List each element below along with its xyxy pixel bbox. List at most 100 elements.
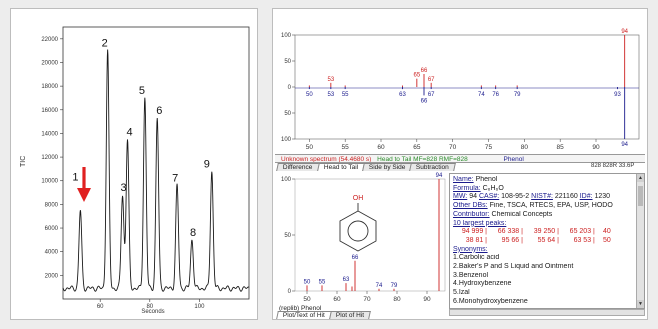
info-horizontal-scrollbar[interactable]	[449, 309, 645, 316]
bar-value-label: 76	[492, 92, 499, 98]
x-tick-label: 90	[423, 296, 431, 303]
x-tick-label: 80	[521, 144, 529, 151]
nist-label: NIST#:	[531, 193, 553, 201]
status-library-name[interactable]: Phenol	[503, 156, 524, 163]
x-tick-label: 100	[194, 304, 205, 310]
bar-value-label: 94	[621, 142, 628, 148]
x-tick-label: 65	[413, 144, 421, 151]
x-tick-label: 50	[303, 296, 311, 303]
compound-name: Phenol	[475, 176, 498, 183]
synonym-item: 6.Monohydroxybenzene	[453, 297, 528, 305]
bar-value-label: 66	[352, 255, 359, 261]
peak-label: 9	[204, 158, 210, 170]
library-hit-title: (replib) Phenol	[279, 305, 322, 312]
y-axis-label: TIC	[20, 156, 27, 167]
peak-entry: 94 999 |	[461, 228, 487, 236]
scroll-up-icon[interactable]: ▲	[637, 174, 644, 182]
info-vertical-scrollbar[interactable]: ▲ ▼	[636, 174, 644, 308]
peak-label: 1	[72, 171, 78, 183]
bar-value-label: 53	[327, 92, 334, 98]
peak-label: 6	[156, 105, 162, 117]
bar-value-label: 53	[327, 77, 334, 83]
peak-label: 5	[139, 85, 145, 97]
y-tick-label: 2000	[45, 273, 59, 279]
view-mode-tabs: Difference Head to Tail Side by Side Sub…	[276, 163, 456, 171]
tab-head-to-tail[interactable]: Head to Tail	[316, 163, 365, 171]
formula-label: Formula:	[453, 184, 481, 192]
x-tick-label: 60	[333, 296, 341, 303]
bar-value-label: 67	[428, 77, 435, 83]
match-score: 828 828R 33.6P	[591, 163, 635, 169]
id-label: ID#:	[579, 193, 593, 201]
x-tick-label: 70	[363, 296, 371, 303]
x-tick-label: 80	[146, 304, 153, 310]
y-tick-label: 8000	[45, 202, 59, 208]
scroll-down-icon[interactable]: ▼	[637, 300, 644, 308]
tab-side-by-side[interactable]: Side by Side	[361, 163, 413, 171]
library-hit-chart: 100 50 0 50 60 70 80 90 50 55 63 66 74 79 94 OH (rep…	[279, 173, 446, 312]
bar-value-label: 66	[421, 68, 428, 74]
bar-value-label: 93	[614, 92, 621, 98]
compound-formula: C₆H₆O	[482, 184, 504, 192]
nist-number: 221160	[554, 193, 578, 201]
tab-subtraction[interactable]: Subtraction	[409, 163, 456, 171]
synonym-item: 3.Benzenol	[453, 271, 489, 279]
y-tick-label: 18000	[41, 84, 58, 90]
bar-value-label: 74	[478, 92, 485, 98]
peak-entry: 39 250 |	[533, 228, 559, 236]
largest-peaks-label: 10 largest peaks:	[453, 219, 507, 227]
synonym-item: 4.Hydroxybenzene	[453, 280, 512, 288]
peak-label: 4	[126, 126, 132, 138]
hydroxyl-label: OH	[353, 195, 364, 202]
hit-view-tabs: Plot/Text of Hit Plot of Hit	[276, 311, 371, 319]
tab-difference[interactable]: Difference	[276, 163, 320, 171]
peak-entry: 40	[603, 228, 611, 236]
molecular-weight: 94	[469, 193, 478, 201]
compound-info-box[interactable]: Name: Phenol Formula: C₆H₆O MW: 94 CAS#:…	[449, 173, 645, 309]
y-tick-label: 16000	[41, 108, 58, 114]
scroll-thumb[interactable]	[638, 186, 643, 206]
mw-label: MW:	[453, 193, 468, 201]
status-unknown-spectrum: Unknown spectrum (54.4680 s)	[281, 156, 372, 163]
x-axis-label: Seconds	[141, 309, 164, 315]
x-tick-label: 70	[449, 144, 457, 151]
status-match-factor: Head to Tail MF=828 RMF=828	[377, 156, 468, 163]
synonym-item: 1.Carbolic acid	[453, 254, 500, 262]
chromatogram-chart: TIC Seconds 2200020000180001600014000120…	[20, 26, 250, 315]
x-tick-label: 55	[342, 144, 350, 151]
chromatogram-panel: TIC Seconds 22000 20000 18000 16000 14000 120…	[10, 8, 258, 320]
peak-entry: 50	[603, 236, 611, 244]
peak-label: 8	[190, 227, 196, 239]
synonym-item: 2.Baker's P and S Liquid and Ointment	[453, 263, 574, 271]
peak-label: 2	[102, 38, 108, 50]
bar-value-label: 67	[428, 92, 435, 98]
phenol-structure-icon	[339, 203, 377, 252]
y-tick-label: 6000	[45, 226, 59, 232]
x-tick-label: 85	[557, 144, 565, 151]
peak-entry: 65 203 |	[569, 228, 595, 236]
bar-value-label: 74	[376, 283, 383, 289]
bar-value-label: 66	[421, 98, 428, 104]
y-tick-label: 100	[281, 177, 292, 183]
peak-entry: 38 81 |	[465, 236, 487, 244]
y-tick-label: 100	[281, 137, 292, 143]
bar-value-label: 63	[399, 92, 406, 98]
peak-entry: 63 53 |	[573, 236, 595, 244]
largest-peaks-row-1: 94 999 | 66 338 | 39 250 | 65 203 | 40	[453, 228, 634, 237]
y-tick-label: 22000	[41, 37, 58, 43]
y-tick-label: 100	[281, 33, 292, 39]
tab-plot-of-hit[interactable]: Plot of Hit	[329, 311, 371, 319]
y-tick-label: 50	[284, 111, 291, 117]
chromatogram-trace	[62, 49, 250, 292]
contributor-label: Contributor:	[453, 210, 490, 218]
y-tick-label: 14000	[41, 131, 58, 137]
contributor: Chemical Concepts	[491, 210, 553, 218]
y-tick-label: 50	[284, 59, 291, 65]
y-tick-label: 4000	[45, 250, 59, 256]
x-tick-label: 90	[592, 144, 600, 151]
tab-plot-text-of-hit[interactable]: Plot/Text of Hit	[276, 311, 332, 319]
y-tick-label: 10000	[41, 179, 58, 185]
bar-value-label: 79	[514, 92, 521, 98]
x-tick-label: 75	[485, 144, 493, 151]
peak-entry: 55 64 |	[537, 236, 559, 244]
